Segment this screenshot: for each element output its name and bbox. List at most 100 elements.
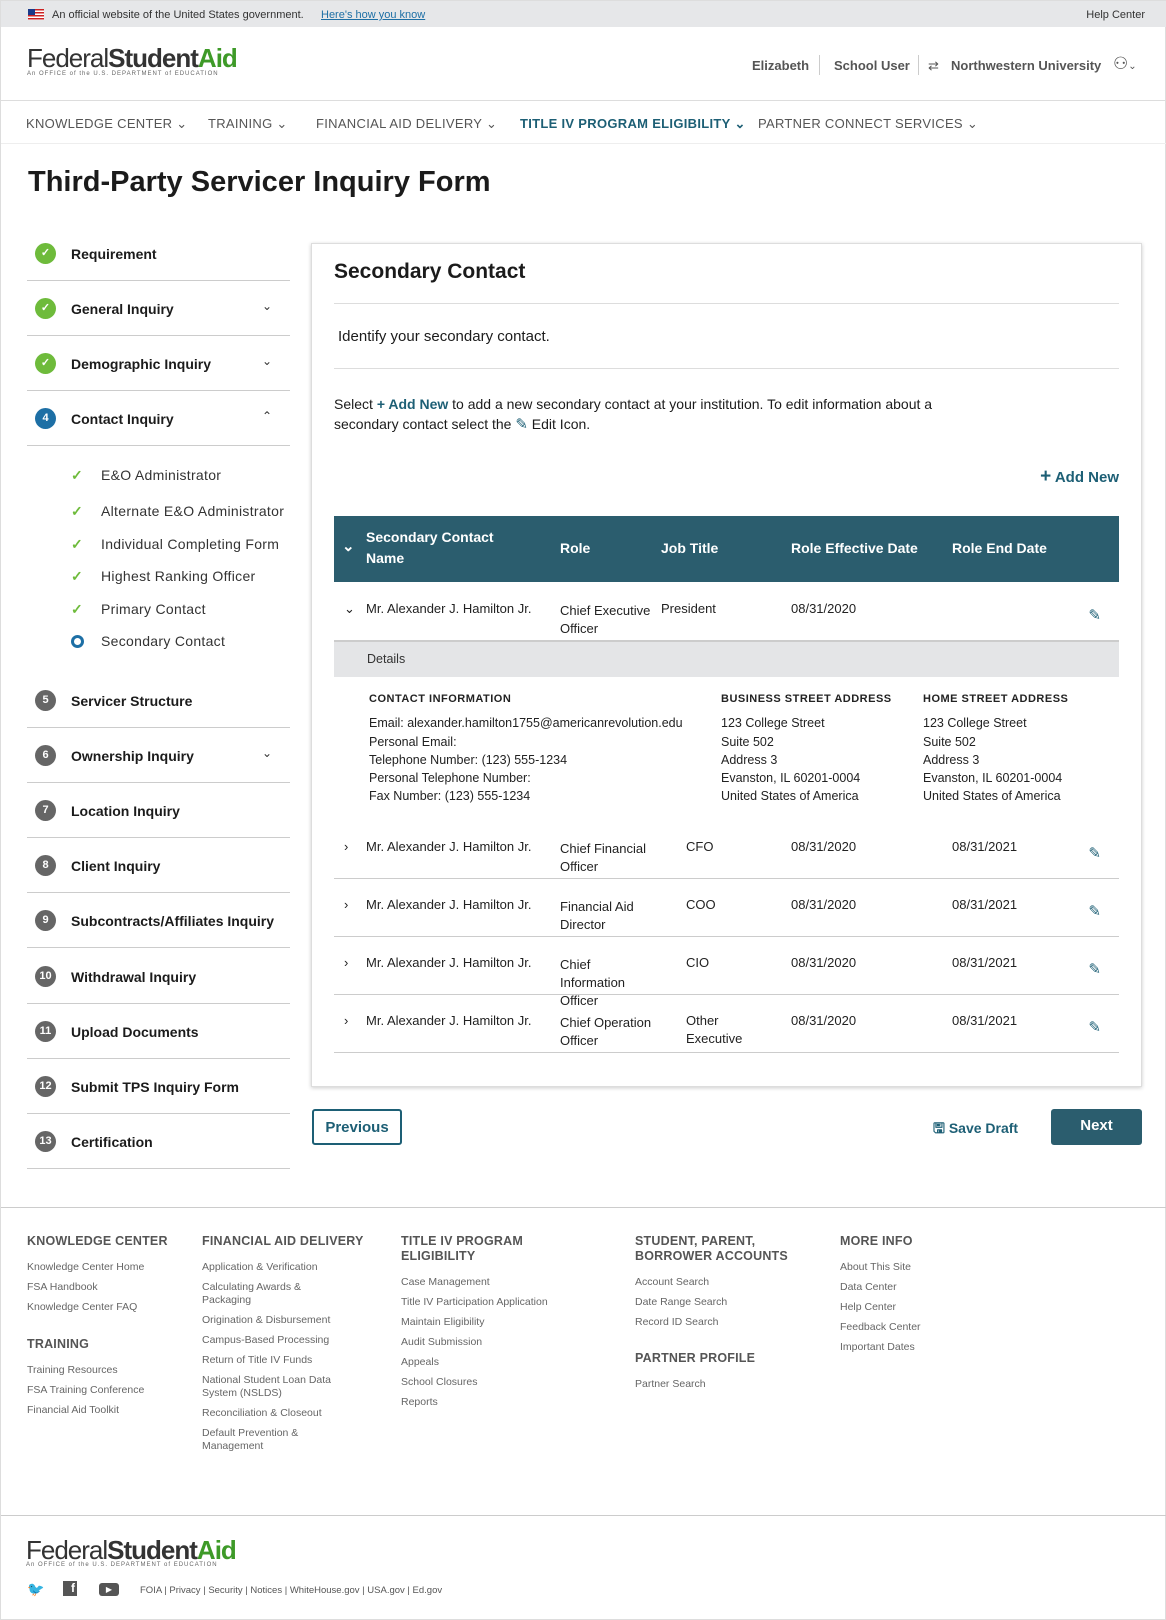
expand-row-icon[interactable]: › bbox=[344, 839, 349, 854]
help-center-link[interactable]: Help Center bbox=[1086, 9, 1145, 21]
step-client-inquiry[interactable]: 8 Client Inquiry bbox=[27, 838, 290, 893]
step-demographic-inquiry[interactable]: ✓ Demographic Inquiry ⌄ bbox=[27, 336, 290, 391]
chevron-down-icon[interactable]: ⌄ bbox=[261, 354, 272, 368]
legal-link[interactable]: Ed.gov bbox=[412, 1585, 443, 1596]
edit-icon[interactable]: ✎ bbox=[1088, 961, 1101, 978]
twitter-icon[interactable]: 🐦 bbox=[27, 1581, 45, 1597]
footer-link[interactable]: Record ID Search bbox=[635, 1316, 719, 1328]
chevron-down-icon[interactable]: ⌄ bbox=[261, 746, 272, 760]
youtube-icon[interactable]: ▶ bbox=[99, 1583, 119, 1596]
chevron-up-icon[interactable]: ⌃ bbox=[261, 409, 272, 423]
legal-link[interactable]: FOIA bbox=[140, 1585, 162, 1596]
previous-button[interactable]: Previous bbox=[312, 1109, 402, 1145]
footer-link[interactable]: FSA Handbook bbox=[27, 1281, 98, 1293]
footer-link[interactable]: Date Range Search bbox=[635, 1296, 728, 1308]
step-number-icon: 4 bbox=[35, 408, 56, 429]
footer-link[interactable]: Reports bbox=[401, 1396, 438, 1408]
legal-link[interactable]: Privacy bbox=[169, 1585, 201, 1596]
edit-icon[interactable]: ✎ bbox=[1088, 903, 1101, 920]
facebook-icon[interactable]: f bbox=[63, 1581, 77, 1596]
legal-link[interactable]: Notices bbox=[250, 1585, 283, 1596]
step-ownership-inquiry[interactable]: 6 Ownership Inquiry ⌄ bbox=[27, 728, 290, 783]
contact-role: Chief Executive Officer bbox=[560, 603, 651, 636]
step-subcontracts-affiliates-inquiry[interactable]: 9 Subcontracts/Affiliates Inquiry bbox=[27, 893, 290, 948]
footer-link[interactable]: Return of Title IV Funds bbox=[202, 1354, 313, 1366]
col-end-date[interactable]: Role End Date bbox=[952, 540, 1047, 556]
substep-label: Secondary Contact bbox=[101, 633, 226, 649]
step-servicer-structure[interactable]: 5 Servicer Structure bbox=[27, 673, 290, 728]
nav-financial-aid-delivery[interactable]: FINANCIAL AID DELIVERY ⌄ bbox=[316, 116, 498, 131]
legal-link[interactable]: Security bbox=[208, 1585, 243, 1596]
footer-link[interactable]: Account Search bbox=[635, 1276, 710, 1288]
expand-row-icon[interactable]: › bbox=[344, 955, 349, 970]
footer-link[interactable]: FSA Training Conference bbox=[27, 1384, 145, 1396]
collapse-all-icon[interactable]: ⌄ bbox=[342, 538, 355, 555]
step-contact-inquiry[interactable]: 4 Contact Inquiry ⌃ bbox=[27, 391, 290, 446]
footer-link[interactable]: Maintain Eligibility bbox=[401, 1316, 485, 1328]
footer-link[interactable]: Application & Verification bbox=[202, 1261, 318, 1273]
col-name[interactable]: Secondary Contact Name bbox=[366, 529, 494, 566]
footer-link[interactable]: Audit Submission bbox=[401, 1336, 483, 1348]
step-submit-tps-inquiry-form[interactable]: 12 Submit TPS Inquiry Form bbox=[27, 1059, 290, 1114]
expand-row-icon[interactable]: › bbox=[344, 897, 349, 912]
step-label: Certification bbox=[71, 1134, 153, 1150]
edit-icon[interactable]: ✎ bbox=[1088, 845, 1101, 862]
footer-link[interactable]: School Closures bbox=[401, 1376, 478, 1388]
footer-link[interactable]: Important Dates bbox=[840, 1341, 915, 1353]
legal-link[interactable]: USA.gov bbox=[367, 1585, 405, 1596]
institution-switcher[interactable]: Northwestern University bbox=[951, 58, 1102, 73]
add-new-button[interactable]: + Add New bbox=[1040, 466, 1119, 487]
role-end-date: 08/31/2021 bbox=[952, 839, 1018, 854]
step-location-inquiry[interactable]: 7 Location Inquiry bbox=[27, 783, 290, 838]
details-label: Details bbox=[367, 652, 406, 666]
nav-knowledge-center[interactable]: KNOWLEDGE CENTER ⌄ bbox=[26, 116, 188, 131]
footer-link[interactable]: Knowledge Center FAQ bbox=[27, 1301, 138, 1313]
footer-link[interactable]: Origination & Disbursement bbox=[202, 1314, 331, 1326]
save-draft-button[interactable]: 🖫 Save Draft bbox=[933, 1120, 1019, 1136]
footer-link[interactable]: Training Resources bbox=[27, 1364, 118, 1376]
nav-title-iv[interactable]: TITLE IV PROGRAM ELIGIBILITY ⌄ bbox=[520, 116, 746, 131]
footer-link[interactable]: Partner Search bbox=[635, 1378, 706, 1390]
step-general-inquiry[interactable]: ✓ General Inquiry ⌄ bbox=[27, 281, 290, 336]
user-menu-icon[interactable]: ⚇⌄ bbox=[1113, 54, 1137, 73]
edit-icon[interactable]: ✎ bbox=[1088, 607, 1101, 624]
edit-icon[interactable]: ✎ bbox=[1088, 1019, 1101, 1036]
footer-link[interactable]: Title IV Participation Application bbox=[401, 1296, 548, 1308]
step-upload-documents[interactable]: 11 Upload Documents bbox=[27, 1004, 290, 1059]
footer-link[interactable]: Feedback Center bbox=[840, 1321, 921, 1333]
step-label: Upload Documents bbox=[71, 1024, 199, 1040]
footer-heading: TRAINING bbox=[27, 1337, 90, 1351]
col-role[interactable]: Role bbox=[560, 540, 591, 556]
expand-row-icon[interactable]: ⌄ bbox=[344, 601, 355, 616]
footer-heading: KNOWLEDGE CENTER bbox=[27, 1234, 168, 1248]
step-requirement[interactable]: ✓ Requirement bbox=[27, 226, 290, 281]
table-row: › Mr. Alexander J. Hamilton Jr. Financial … bbox=[334, 879, 1119, 937]
next-button[interactable]: Next bbox=[1051, 1109, 1142, 1145]
step-certification[interactable]: 13 Certification bbox=[27, 1114, 290, 1169]
footer-link[interactable]: Case Management bbox=[401, 1276, 490, 1288]
fsa-logo[interactable]: FederalStudentAid bbox=[27, 43, 238, 73]
footer-link[interactable]: Data Center bbox=[840, 1281, 897, 1293]
footer-link[interactable]: Default Prevention & Management bbox=[202, 1427, 299, 1452]
footer-link[interactable]: Financial Aid Toolkit bbox=[27, 1404, 120, 1416]
footer-link[interactable]: Reconciliation & Closeout bbox=[202, 1407, 322, 1419]
nav-training[interactable]: TRAINING ⌄ bbox=[208, 116, 288, 131]
step-withdrawal-inquiry[interactable]: 10 Withdrawal Inquiry bbox=[27, 949, 290, 1004]
legal-link[interactable]: WhiteHouse.gov bbox=[289, 1585, 360, 1596]
footer-link[interactable]: National Student Loan Data System (NSLDS… bbox=[202, 1374, 332, 1399]
expand-row-icon[interactable]: › bbox=[344, 1013, 349, 1028]
nav-partner-connect[interactable]: PARTNER CONNECT SERVICES ⌄ bbox=[758, 116, 979, 131]
step-label: Submit TPS Inquiry Form bbox=[71, 1079, 240, 1095]
footer-link[interactable]: Campus-Based Processing bbox=[202, 1334, 330, 1346]
footer-link[interactable]: Appeals bbox=[401, 1356, 439, 1368]
chevron-down-icon[interactable]: ⌄ bbox=[261, 299, 272, 313]
footer-link[interactable]: Help Center bbox=[840, 1301, 897, 1313]
footer-link[interactable]: Calculating Awards & Packaging bbox=[202, 1281, 302, 1306]
col-job-title[interactable]: Job Title bbox=[661, 540, 719, 556]
switch-icon[interactable]: ⇄ bbox=[928, 58, 939, 73]
col-effective-date[interactable]: Role Effective Date bbox=[791, 540, 918, 556]
footer-link[interactable]: Knowledge Center Home bbox=[27, 1261, 145, 1273]
instructions: Select + Add New to add a new secondary … bbox=[334, 396, 933, 433]
footer-link[interactable]: About This Site bbox=[840, 1261, 912, 1273]
heres-how-link[interactable]: Here's how you know bbox=[321, 9, 426, 21]
